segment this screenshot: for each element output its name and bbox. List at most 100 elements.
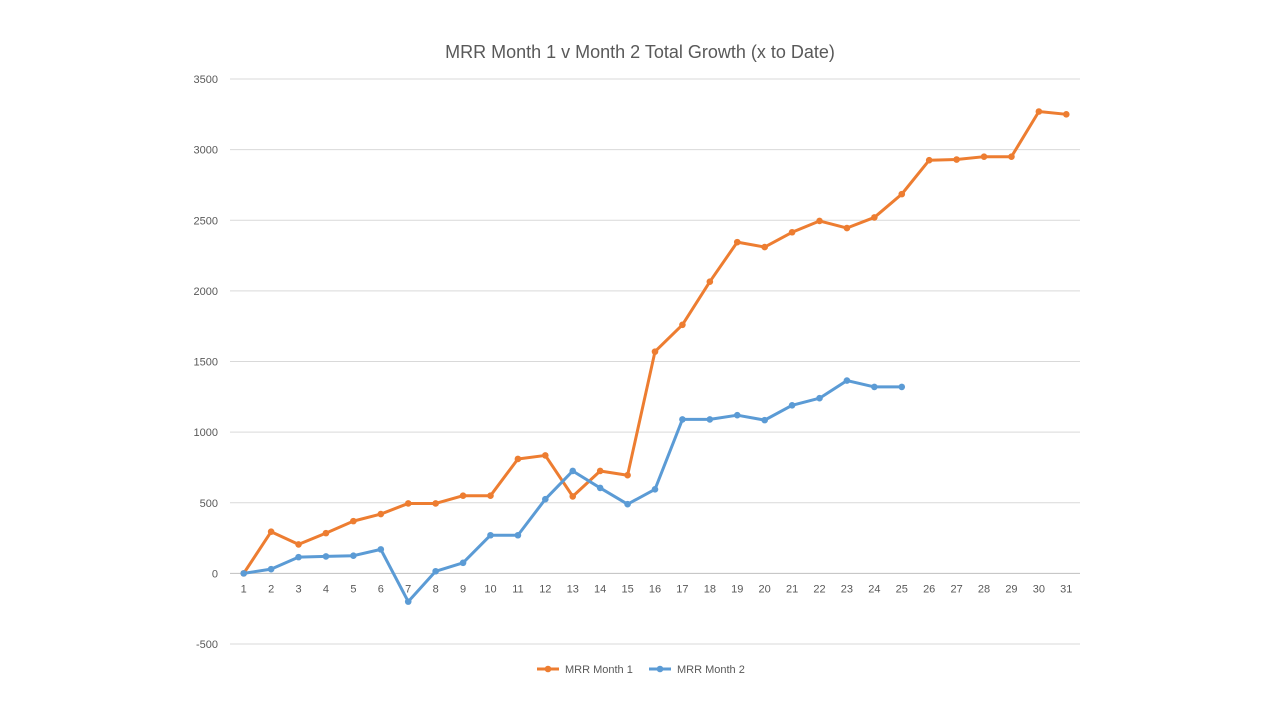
x-tick-label: 23 xyxy=(841,583,853,595)
x-tick-label: 30 xyxy=(1033,583,1045,595)
x-tick-label: 22 xyxy=(813,583,825,595)
data-point xyxy=(816,394,823,402)
data-point xyxy=(404,598,412,605)
x-tick-label: 26 xyxy=(923,583,935,595)
x-tick-label: 11 xyxy=(512,583,523,595)
data-point xyxy=(322,529,330,537)
y-tick-label: 2000 xyxy=(194,286,218,298)
x-tick-label: 13 xyxy=(567,583,579,595)
legend-item: MRR Month 1 xyxy=(537,664,633,676)
legend-label: MRR Month 1 xyxy=(565,664,633,676)
y-tick-label: 2500 xyxy=(194,215,218,227)
data-point xyxy=(487,531,494,539)
x-tick-label: 7 xyxy=(405,583,411,595)
data-point xyxy=(377,546,385,553)
series-mrr-month-1 xyxy=(240,108,1070,577)
x-tick-label: 27 xyxy=(950,583,962,595)
x-tick-label: 18 xyxy=(704,583,716,595)
y-tick-label: -500 xyxy=(196,639,218,651)
data-point xyxy=(514,455,522,463)
data-point xyxy=(459,492,467,499)
series-mrr-month-2 xyxy=(240,377,906,605)
x-tick-label: 25 xyxy=(896,583,908,595)
data-point xyxy=(350,517,357,525)
y-tick-label: 1000 xyxy=(194,427,218,439)
data-point xyxy=(350,552,357,560)
data-point xyxy=(487,492,494,499)
data-point xyxy=(295,553,302,561)
x-axis: 1 2 3 4 5 6 7 8 9 10 11 12 13 14 15 16 17 18 19 20 21 22 23 24 2… xyxy=(241,583,1073,595)
data-point xyxy=(733,411,741,419)
data-point xyxy=(240,570,248,577)
x-tick-label: 19 xyxy=(731,583,743,595)
y-tick-label: 3500 xyxy=(194,74,218,86)
data-point xyxy=(569,493,577,500)
x-tick-label: 6 xyxy=(378,583,384,595)
legend-swatch-marker xyxy=(656,665,664,673)
data-point xyxy=(898,383,906,391)
legend-item: MRR Month 2 xyxy=(649,664,745,676)
legend-label: MRR Month 2 xyxy=(677,664,745,676)
x-tick-label: 8 xyxy=(433,583,439,595)
data-point xyxy=(871,383,878,391)
x-tick-label: 31 xyxy=(1060,583,1072,595)
data-point xyxy=(459,559,467,567)
data-point xyxy=(788,401,796,409)
y-tick-label: 1500 xyxy=(194,357,218,369)
data-point xyxy=(295,541,302,548)
data-point xyxy=(761,243,768,251)
data-point xyxy=(432,567,439,575)
legend: MRR Month 1 MRR Month 2 xyxy=(537,664,745,676)
data-point xyxy=(267,565,275,573)
gridlines xyxy=(230,78,1080,645)
data-point xyxy=(706,416,714,423)
x-tick-label: 14 xyxy=(594,583,606,595)
data-point xyxy=(679,321,686,329)
y-axis: -500 0 500 1000 1500 2000 2500 3000 3500 xyxy=(194,74,218,651)
data-point xyxy=(1035,108,1043,115)
data-point xyxy=(624,500,631,508)
data-point xyxy=(733,238,741,246)
x-tick-label: 12 xyxy=(539,583,551,595)
data-point xyxy=(651,486,659,493)
data-point xyxy=(1062,111,1070,118)
x-tick-label: 1 xyxy=(241,583,247,595)
x-tick-label: 20 xyxy=(759,583,771,595)
data-point xyxy=(925,156,933,164)
series-line xyxy=(242,379,904,604)
data-point xyxy=(542,495,549,503)
data-point xyxy=(267,528,275,536)
data-point xyxy=(322,553,330,560)
data-point xyxy=(596,467,604,475)
x-tick-label: 3 xyxy=(295,583,301,595)
data-point xyxy=(1008,153,1015,160)
series-group xyxy=(240,108,1070,605)
data-point xyxy=(679,416,686,423)
x-tick-label: 29 xyxy=(1005,583,1017,595)
data-point xyxy=(514,531,522,539)
data-point xyxy=(816,217,823,225)
data-point xyxy=(624,471,631,479)
data-point xyxy=(843,377,851,384)
data-point xyxy=(432,500,439,507)
data-point xyxy=(761,416,768,424)
data-point xyxy=(980,153,988,160)
x-tick-label: 4 xyxy=(323,583,329,595)
x-tick-label: 21 xyxy=(786,583,798,595)
x-tick-label: 17 xyxy=(676,583,688,595)
data-point xyxy=(377,510,385,518)
data-point xyxy=(404,500,412,507)
y-tick-label: 3000 xyxy=(194,145,218,157)
data-point xyxy=(596,484,604,492)
x-tick-label: 16 xyxy=(649,583,661,595)
x-tick-label: 2 xyxy=(268,583,274,595)
y-tick-label: 0 xyxy=(212,568,218,580)
series-line xyxy=(242,109,1068,575)
legend-swatch-marker xyxy=(544,665,552,673)
data-point xyxy=(898,190,906,198)
data-point xyxy=(542,452,549,459)
data-point xyxy=(843,224,851,232)
x-tick-label: 15 xyxy=(621,583,633,595)
y-tick-label: 500 xyxy=(200,498,218,510)
